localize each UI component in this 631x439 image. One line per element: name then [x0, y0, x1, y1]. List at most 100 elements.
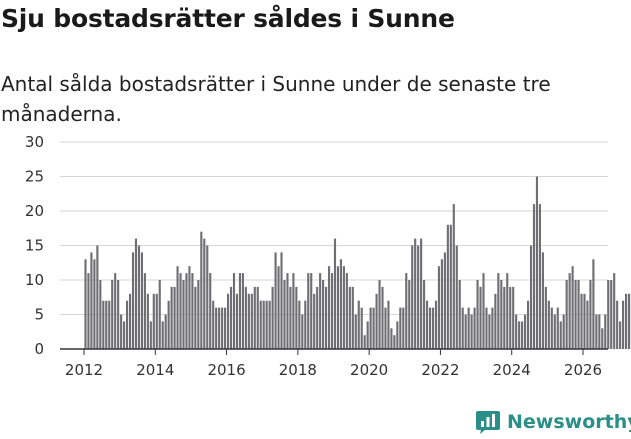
- bar: [289, 286, 292, 349]
- x-tick-label: 2018: [279, 361, 317, 379]
- bar: [408, 280, 411, 349]
- bar: [244, 286, 247, 349]
- bar: [280, 252, 283, 349]
- bar: [369, 307, 372, 349]
- bar: [215, 307, 218, 349]
- bar: [212, 300, 215, 349]
- bar: [449, 224, 452, 349]
- x-tick-label: 2026: [564, 361, 602, 379]
- bar: [149, 321, 152, 349]
- x-tick-label: 2016: [207, 361, 245, 379]
- bar: [565, 280, 568, 349]
- bar: [604, 314, 607, 349]
- bar: [125, 300, 129, 349]
- bar: [366, 321, 369, 349]
- bar: [333, 238, 337, 349]
- bar: [568, 273, 571, 349]
- bar: [158, 280, 161, 349]
- bar: [423, 280, 426, 349]
- x-tick-label: 2022: [421, 361, 459, 379]
- bar: [470, 314, 473, 349]
- bar: [577, 280, 580, 349]
- bar: [146, 293, 149, 349]
- bar: [283, 280, 286, 349]
- bar: [206, 245, 209, 349]
- bar: [295, 286, 298, 349]
- bar: [464, 314, 467, 349]
- bar: [446, 224, 449, 349]
- x-tick-label: 2012: [65, 361, 103, 379]
- bar: [330, 273, 334, 349]
- bar: [574, 280, 577, 349]
- bar: [491, 307, 494, 349]
- bar: [428, 307, 432, 349]
- bar: [467, 307, 470, 349]
- bar: [322, 280, 325, 349]
- bar: [304, 300, 307, 349]
- bar: [179, 273, 182, 349]
- bar: [117, 280, 120, 349]
- bar: [218, 307, 221, 349]
- bar: [586, 300, 589, 349]
- brand-logo[interactable]: Newsworthy: [475, 406, 631, 438]
- newsworthy-chart-icon: [476, 411, 500, 434]
- bar: [414, 238, 417, 349]
- bar: [235, 293, 239, 349]
- bar: [482, 273, 485, 349]
- bar: [538, 204, 542, 349]
- bar: [232, 273, 236, 349]
- bar: [372, 307, 375, 349]
- bar: [443, 252, 446, 349]
- bar: [128, 293, 132, 349]
- bar: [396, 321, 399, 349]
- bar: [271, 286, 274, 349]
- bar: [461, 307, 464, 349]
- bar: [307, 273, 310, 349]
- bar: [547, 300, 550, 349]
- y-tick-label: 25: [25, 168, 44, 186]
- bar: [105, 300, 108, 349]
- y-tick-label: 5: [34, 306, 44, 324]
- bar: [238, 273, 242, 349]
- bar: [120, 314, 123, 349]
- bar: [348, 286, 351, 349]
- bar: [87, 273, 90, 349]
- bar: [173, 286, 176, 349]
- bar: [619, 321, 622, 349]
- bar: [521, 321, 524, 349]
- bar: [627, 293, 631, 349]
- bar: [164, 314, 167, 349]
- bar: [399, 307, 402, 349]
- bar: [134, 238, 138, 349]
- bar: [509, 286, 512, 349]
- bar: [143, 273, 146, 349]
- bar: [360, 307, 363, 349]
- bar: [494, 293, 497, 349]
- bar: [265, 300, 268, 349]
- bar: [535, 176, 539, 349]
- bar: [90, 252, 93, 349]
- bar: [613, 273, 616, 349]
- bar: [541, 252, 544, 349]
- bar: [529, 245, 533, 349]
- bar: [137, 245, 141, 349]
- bar: [402, 307, 405, 349]
- bar: [310, 273, 313, 349]
- x-tick-label: 2020: [350, 361, 388, 379]
- bar: [556, 307, 559, 349]
- bar: [224, 307, 227, 349]
- bar: [524, 314, 527, 349]
- chart-title: Sju bostadsrätter såldes i Sunne: [1, 4, 455, 33]
- bar: [559, 321, 562, 349]
- bar: [500, 280, 503, 349]
- y-tick-label: 0: [34, 340, 44, 358]
- bar: [256, 286, 259, 349]
- bar: [123, 321, 126, 349]
- bar: [425, 300, 429, 349]
- bar: [221, 307, 224, 349]
- bar: [387, 300, 390, 349]
- bar: [485, 307, 488, 349]
- bar: [616, 300, 619, 349]
- bar: [170, 286, 173, 349]
- bar: [458, 280, 461, 349]
